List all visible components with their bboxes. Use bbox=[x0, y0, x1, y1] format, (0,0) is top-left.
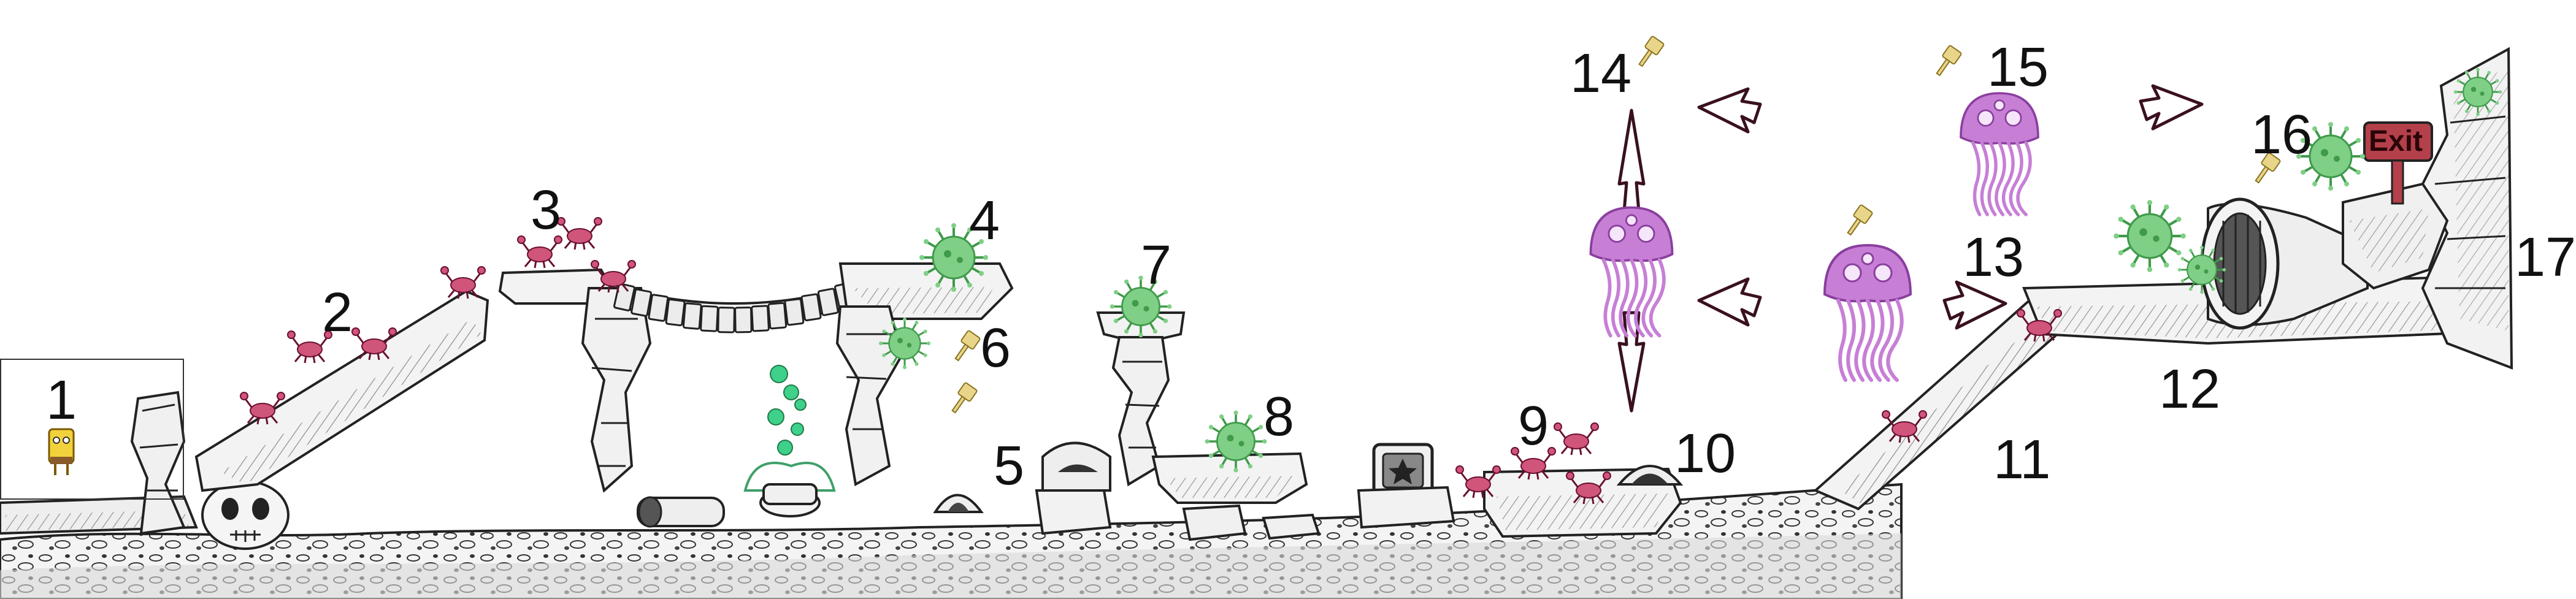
patrol-arrows bbox=[1617, 84, 2204, 413]
exit-sign-label: Exit bbox=[2369, 125, 2423, 158]
bubble bbox=[767, 408, 784, 425]
jellyfish-enemy-icon bbox=[1589, 206, 1674, 338]
bridge-plank bbox=[734, 307, 753, 334]
jellyfish-enemy-icon bbox=[1823, 243, 1912, 382]
bridge-plank bbox=[800, 293, 822, 322]
rock-pillar-start bbox=[130, 391, 186, 535]
marker-1: 1 bbox=[46, 370, 77, 431]
pillar-7 bbox=[1111, 336, 1170, 487]
bubble bbox=[794, 399, 807, 411]
checkpoint-base bbox=[1357, 486, 1455, 529]
crab-enemy-icon bbox=[2017, 309, 2062, 342]
marker-13: 13 bbox=[1963, 227, 2025, 288]
arrow-right-15 bbox=[2139, 84, 2204, 131]
golden-spatula-collectible-icon bbox=[1638, 36, 1665, 67]
checkpoint-box bbox=[1357, 443, 1455, 529]
barrel-tunnel bbox=[2200, 197, 2369, 330]
golden-spatula-collectible-icon bbox=[951, 382, 978, 414]
marker-6: 6 bbox=[980, 318, 1011, 379]
bridge-plank bbox=[631, 288, 653, 317]
crab-enemy-icon bbox=[557, 217, 602, 250]
bubble bbox=[770, 365, 788, 383]
bubble bbox=[783, 384, 799, 400]
sunken-pipe-5 bbox=[1041, 441, 1111, 492]
marker-8: 8 bbox=[1263, 386, 1295, 448]
marker-2: 2 bbox=[322, 282, 353, 343]
arrow-right-13 bbox=[1942, 280, 2007, 330]
crab-enemy-icon bbox=[1455, 465, 1501, 498]
sea-floor-shadow bbox=[0, 533, 1901, 599]
marker-15: 15 bbox=[1987, 37, 2049, 98]
sea-urchin-enemy-icon bbox=[879, 318, 930, 369]
exit-sign bbox=[2363, 121, 2433, 205]
marker-10: 10 bbox=[1674, 423, 1736, 484]
golden-spatula-collectible-icon bbox=[1936, 45, 1962, 77]
bridge-plank bbox=[784, 298, 805, 326]
bridge-plank bbox=[613, 283, 635, 311]
sea-urchin-enemy-icon bbox=[2296, 122, 2365, 191]
bridge-plank bbox=[767, 302, 788, 330]
crab-enemy-icon bbox=[1882, 410, 1927, 443]
golden-spatula-collectible-icon bbox=[954, 330, 981, 362]
bubble bbox=[777, 440, 793, 456]
arrow-vertical bbox=[1617, 109, 1646, 213]
rock-block-5 bbox=[1035, 489, 1112, 535]
crab-enemy-icon bbox=[440, 266, 486, 299]
marker-3: 3 bbox=[531, 180, 562, 241]
sea-urchin-enemy-icon bbox=[1205, 410, 1267, 473]
marker-14: 14 bbox=[1570, 43, 1632, 104]
player-character bbox=[48, 428, 75, 475]
jellyfish-enemy-icon bbox=[1960, 92, 2039, 216]
golden-spatula-collectible-icon bbox=[2255, 152, 2281, 184]
marker-11: 11 bbox=[1993, 429, 2051, 490]
marker-17: 17 bbox=[2515, 227, 2576, 288]
bubble-vent bbox=[743, 462, 836, 517]
sunken-pipe-1 bbox=[637, 496, 725, 528]
marker-16: 16 bbox=[2251, 104, 2313, 166]
bridge-plank bbox=[648, 294, 669, 322]
crab-enemy-icon bbox=[591, 260, 636, 293]
crab-enemy-icon bbox=[351, 327, 397, 361]
bubble bbox=[791, 422, 804, 436]
arrow-left-13 bbox=[1697, 277, 1762, 327]
arrow-left-14 bbox=[1697, 87, 1762, 134]
sea-urchin-enemy-icon bbox=[2177, 245, 2226, 294]
sea-urchin-enemy-icon bbox=[919, 223, 988, 292]
sunken-pipe-2 bbox=[933, 494, 984, 513]
arrow-vertical-lower bbox=[1617, 311, 1646, 413]
crab-enemy-icon bbox=[1511, 447, 1556, 480]
bridge-plank bbox=[717, 307, 735, 334]
sea-urchin-enemy-icon bbox=[1110, 275, 1172, 338]
marker-9: 9 bbox=[1518, 395, 1549, 457]
bridge-plank bbox=[751, 305, 770, 332]
sea-urchin-enemy-icon bbox=[2114, 200, 2186, 272]
bridge-plank bbox=[700, 305, 719, 332]
marker-4: 4 bbox=[969, 190, 1000, 251]
crab-enemy-icon bbox=[1554, 422, 1599, 456]
start-area-frame bbox=[0, 359, 184, 500]
crab-enemy-icon bbox=[240, 392, 285, 425]
skull-rock bbox=[201, 480, 289, 550]
marker-12: 12 bbox=[2159, 359, 2221, 420]
crab-enemy-icon bbox=[1566, 471, 1611, 505]
bridge-plank bbox=[682, 302, 702, 330]
wooden-bridge bbox=[613, 282, 856, 334]
bridge-plank bbox=[817, 288, 839, 316]
crab-enemy-icon bbox=[287, 330, 332, 364]
golden-spatula-collectible-icon bbox=[1847, 204, 1873, 236]
sunken-pipe-10 bbox=[1616, 465, 1684, 486]
rubble-8 bbox=[1182, 504, 1321, 541]
bridge-plank bbox=[665, 298, 686, 327]
marker-7: 7 bbox=[1141, 235, 1172, 296]
sea-urchin-enemy-icon bbox=[2453, 67, 2502, 116]
marker-5: 5 bbox=[994, 435, 1025, 497]
crab-enemy-icon bbox=[517, 235, 562, 269]
